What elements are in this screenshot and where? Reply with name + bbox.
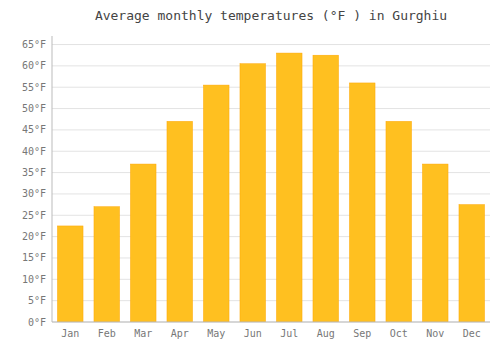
bars	[57, 53, 484, 322]
y-tick-label: 20°F	[22, 231, 46, 242]
x-tick-label: Aug	[317, 328, 335, 339]
x-tick-label: Sep	[353, 328, 371, 339]
bar	[167, 121, 193, 322]
bar	[276, 53, 302, 322]
bar	[313, 55, 339, 322]
bar	[240, 64, 266, 322]
chart-svg: Average monthly temperatures (°F ) in Gu…	[0, 0, 500, 350]
bar	[130, 164, 156, 322]
grid-line	[52, 129, 490, 130]
y-axis-line	[52, 36, 53, 322]
y-tick-label: 5°F	[28, 295, 46, 306]
grid-line	[52, 151, 490, 152]
x-axis-line	[52, 322, 490, 323]
x-tick-label: Dec	[463, 328, 481, 339]
grid	[52, 45, 490, 322]
y-tick-label: 60°F	[22, 60, 46, 71]
bar	[57, 226, 83, 322]
y-tick-label: 0°F	[28, 317, 46, 328]
y-tick-label: 30°F	[22, 188, 46, 199]
bar	[94, 207, 120, 322]
x-tick-label: May	[207, 328, 225, 339]
y-tick-label: 25°F	[22, 210, 46, 221]
y-tick-label: 40°F	[22, 146, 46, 157]
bar	[459, 205, 485, 322]
bar	[422, 164, 448, 322]
chart-title: Average monthly temperatures (°F ) in Gu…	[95, 8, 447, 23]
bar	[349, 83, 375, 322]
x-tick-label: Feb	[98, 328, 116, 339]
x-tick-label: Mar	[134, 328, 152, 339]
y-tick-label: 65°F	[22, 39, 46, 50]
grid-line	[52, 108, 490, 109]
grid-line	[52, 322, 490, 323]
x-tick-label: Oct	[390, 328, 408, 339]
grid-line	[52, 87, 490, 88]
y-tick-label: 10°F	[22, 274, 46, 285]
grid-line	[52, 44, 490, 45]
x-tick-label: Jun	[244, 328, 262, 339]
x-tick-label: Jul	[280, 328, 298, 339]
x-tick-label: Nov	[426, 328, 444, 339]
bar	[386, 121, 412, 322]
x-tick-label: Apr	[171, 328, 189, 339]
y-tick-label: 15°F	[22, 252, 46, 263]
grid-line	[52, 65, 490, 66]
y-tick-label: 35°F	[22, 167, 46, 178]
y-tick-label: 45°F	[22, 124, 46, 135]
bar	[203, 85, 229, 322]
y-tick-label: 50°F	[22, 103, 46, 114]
x-tick-label: Jan	[61, 328, 79, 339]
y-tick-label: 55°F	[22, 82, 46, 93]
chart-container: Average monthly temperatures (°F ) in Gu…	[0, 0, 500, 350]
